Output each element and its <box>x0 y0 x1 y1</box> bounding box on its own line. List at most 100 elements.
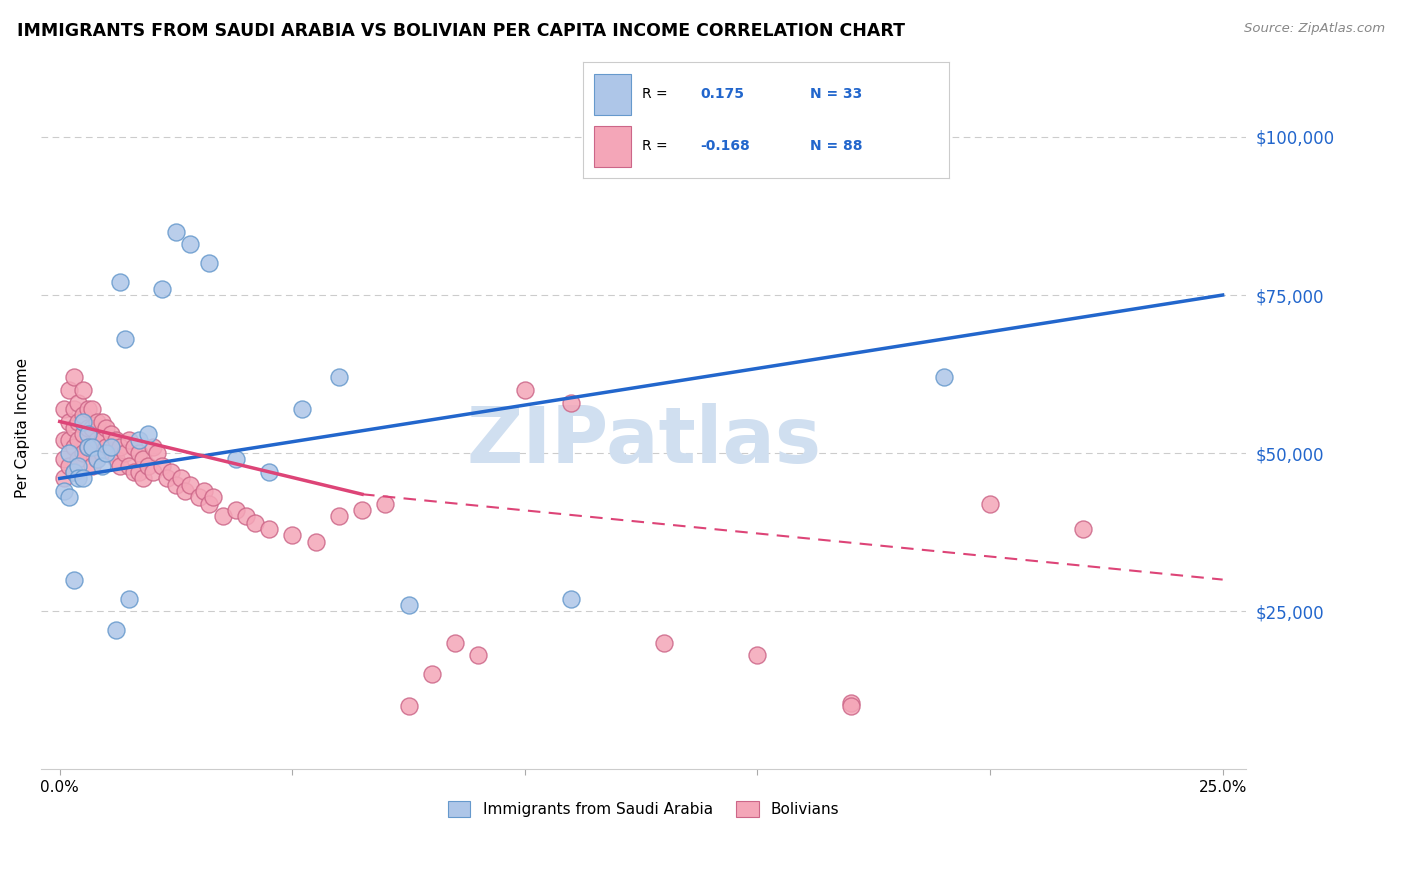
Point <box>53 484 76 499</box>
Point <box>560 591 582 606</box>
Text: 0.175: 0.175 <box>700 87 744 101</box>
Point <box>352 503 374 517</box>
Point <box>100 440 122 454</box>
Point <box>58 446 80 460</box>
Point <box>114 332 136 346</box>
Text: N = 88: N = 88 <box>810 139 863 153</box>
Point <box>62 465 84 479</box>
Point <box>62 370 84 384</box>
Point <box>118 434 141 448</box>
Point <box>304 534 326 549</box>
Point <box>58 458 80 473</box>
Point <box>146 446 169 460</box>
Point <box>128 446 150 460</box>
Point <box>444 636 467 650</box>
Point <box>90 434 112 448</box>
Point <box>193 484 215 499</box>
Point <box>132 452 155 467</box>
Legend: Immigrants from Saudi Arabia, Bolivians: Immigrants from Saudi Arabia, Bolivians <box>441 795 845 823</box>
Point <box>76 440 98 454</box>
Point <box>96 446 118 460</box>
Point <box>839 696 862 710</box>
Point <box>108 440 131 454</box>
Point <box>82 440 104 454</box>
Point <box>58 415 80 429</box>
Point <box>67 395 90 409</box>
Point <box>62 573 84 587</box>
Point <box>58 383 80 397</box>
Point <box>560 395 582 409</box>
Point <box>257 465 280 479</box>
Point <box>82 401 104 416</box>
Point <box>58 434 80 448</box>
Point <box>72 408 94 422</box>
Point <box>76 421 98 435</box>
Point <box>72 427 94 442</box>
Point <box>86 452 108 467</box>
Point <box>62 401 84 416</box>
Point <box>100 446 122 460</box>
Point <box>108 276 131 290</box>
Point <box>72 446 94 460</box>
Point <box>839 699 862 714</box>
Point <box>257 522 280 536</box>
Point <box>150 282 173 296</box>
Point <box>82 458 104 473</box>
Point <box>114 446 136 460</box>
Point <box>398 598 420 612</box>
Point <box>82 440 104 454</box>
Point <box>90 446 112 460</box>
Point <box>67 415 90 429</box>
Point <box>62 421 84 435</box>
Point <box>136 458 159 473</box>
Point <box>156 471 179 485</box>
Point <box>53 434 76 448</box>
Point <box>82 421 104 435</box>
Text: R =: R = <box>643 139 672 153</box>
Point <box>90 458 112 473</box>
Point <box>67 452 90 467</box>
Point <box>132 471 155 485</box>
Point <box>108 458 131 473</box>
Point <box>654 636 676 650</box>
Point <box>165 225 187 239</box>
Point <box>1071 522 1094 536</box>
Point <box>67 471 90 485</box>
Point <box>979 497 1001 511</box>
Point <box>197 497 219 511</box>
Point <box>96 421 118 435</box>
Point <box>104 434 127 448</box>
Point <box>72 471 94 485</box>
Point <box>104 623 127 637</box>
Point <box>328 509 350 524</box>
Point <box>86 415 108 429</box>
Point <box>104 452 127 467</box>
Text: -0.168: -0.168 <box>700 139 751 153</box>
Point <box>72 415 94 429</box>
Point <box>513 383 536 397</box>
Point <box>62 440 84 454</box>
Point <box>53 471 76 485</box>
Point <box>202 491 225 505</box>
Text: N = 33: N = 33 <box>810 87 862 101</box>
Point <box>142 465 165 479</box>
Point <box>160 465 183 479</box>
Point <box>86 452 108 467</box>
Point <box>90 415 112 429</box>
Point <box>932 370 955 384</box>
Point <box>197 256 219 270</box>
Point <box>122 465 145 479</box>
Point <box>281 528 304 542</box>
Point <box>136 427 159 442</box>
Point <box>53 401 76 416</box>
Point <box>100 427 122 442</box>
Point <box>76 427 98 442</box>
Point <box>58 491 80 505</box>
Point <box>225 503 247 517</box>
Point <box>398 699 420 714</box>
Point <box>747 648 769 663</box>
Point <box>374 497 396 511</box>
Point <box>62 465 84 479</box>
Point <box>72 383 94 397</box>
Point <box>328 370 350 384</box>
